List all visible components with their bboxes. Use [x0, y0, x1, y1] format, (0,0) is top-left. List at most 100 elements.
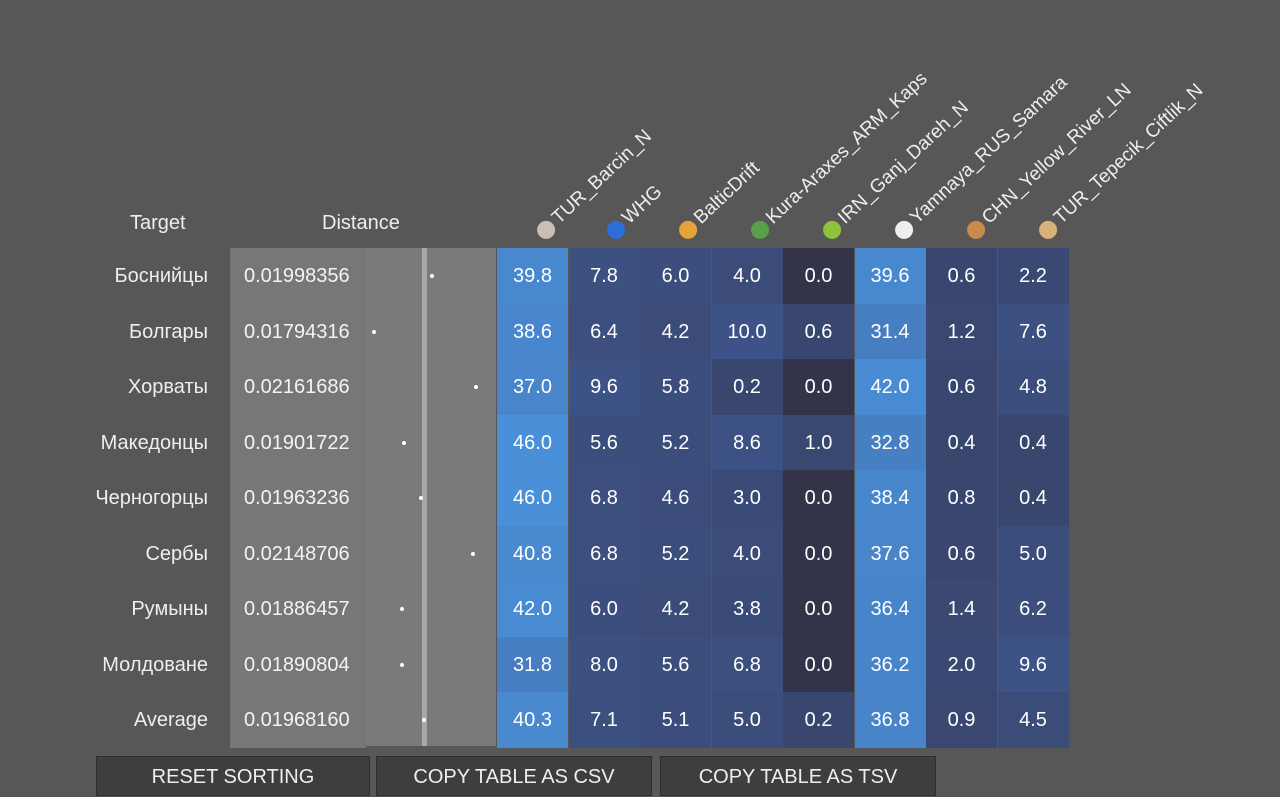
value-cell: 39.8: [497, 248, 568, 304]
distance-cell: 0.01998356: [230, 248, 366, 304]
distance-header[interactable]: Distance: [322, 212, 400, 234]
distance-cell: 0.01963236: [230, 470, 366, 526]
value-cell: 3.0: [711, 470, 783, 526]
value-cell: 5.0: [997, 525, 1069, 582]
value-cell: 9.6: [997, 636, 1069, 693]
column-header-label: BalticDrift: [690, 157, 764, 229]
value-cell: 0.6: [926, 525, 997, 582]
distance-cell: 0.01886457: [230, 581, 366, 637]
value-cell: 4.8: [997, 359, 1069, 415]
value-cell: 0.4: [997, 414, 1069, 471]
value-cell: 1.2: [926, 303, 997, 360]
value-cell: 8.6: [711, 414, 783, 471]
value-cell: 8.0: [568, 636, 640, 693]
value-cell: 0.0: [783, 470, 854, 526]
value-cell: 5.1: [640, 692, 711, 748]
row-label: Македонцы: [100, 431, 208, 454]
copy-tsv-button[interactable]: COPY TABLE AS TSV: [660, 756, 936, 796]
row-label: Боснийцы: [114, 265, 208, 287]
value-cell: 9.6: [568, 359, 640, 415]
value-cell: 0.0: [783, 636, 854, 693]
value-cell: 38.4: [854, 470, 926, 526]
value-cell: 0.8: [926, 470, 997, 526]
value-cell: 0.0: [783, 525, 854, 582]
row-label: Average: [133, 709, 208, 731]
value-cell: 37.0: [497, 359, 568, 415]
value-cell: 5.6: [568, 414, 640, 471]
distance-reference-line: [422, 248, 427, 746]
value-cell: 1.4: [926, 581, 997, 637]
value-cell: 0.9: [926, 692, 997, 748]
column-header-0[interactable]: TUR_Barcin_N: [532, 126, 657, 244]
column-header-1[interactable]: WHG: [602, 181, 667, 244]
copy-csv-button[interactable]: COPY TABLE AS CSV: [376, 756, 652, 796]
distance-dot: [474, 385, 478, 389]
distance-dot: [399, 662, 404, 667]
value-cell: 1.0: [783, 414, 854, 471]
value-cell: 6.2: [997, 581, 1069, 637]
distance-dot: [402, 440, 407, 445]
value-cell: 0.0: [783, 359, 854, 415]
value-cell: 4.5: [997, 692, 1069, 748]
value-cell: 7.1: [568, 692, 640, 748]
target-header[interactable]: Target: [130, 212, 186, 234]
value-cell: 6.8: [568, 470, 640, 526]
value-cell: 31.8: [497, 636, 568, 693]
distance-dot: [421, 718, 426, 722]
value-cell: 36.2: [854, 636, 926, 693]
value-cell: 0.2: [711, 359, 783, 415]
value-cell: 2.2: [997, 248, 1069, 304]
value-cell: 46.0: [497, 470, 568, 526]
value-cell: 2.0: [926, 636, 997, 693]
value-cell: 42.0: [854, 359, 926, 415]
value-cell: 5.0: [711, 692, 783, 748]
value-cell: 38.6: [497, 303, 568, 360]
distance-cell: 0.01901722: [230, 414, 366, 471]
distance-dot: [429, 274, 434, 278]
row-label: Хорваты: [128, 376, 208, 398]
value-cell: 6.8: [711, 636, 783, 693]
value-cell: 4.2: [640, 303, 711, 360]
value-cell: 6.0: [640, 248, 711, 304]
value-cell: 5.2: [640, 414, 711, 471]
value-cell: 7.6: [997, 303, 1069, 360]
distance-cell: 0.01794316: [230, 303, 366, 360]
value-cell: 4.2: [640, 581, 711, 637]
row-label: Болгары: [129, 320, 208, 343]
distance-cell: 0.02161686: [230, 359, 366, 415]
column-header-label: IRN_Ganj_Dareh_N: [834, 97, 973, 229]
distance-dot: [399, 607, 404, 611]
distance-cell: 0.01968160: [230, 692, 366, 748]
distance-dot: [372, 329, 376, 334]
value-cell: 5.8: [640, 359, 711, 415]
value-cell: 39.6: [854, 248, 926, 304]
value-cell: 36.4: [854, 581, 926, 637]
value-cell: 40.3: [497, 692, 568, 748]
value-cell: 0.6: [783, 303, 854, 360]
reset-sorting-button[interactable]: RESET SORTING: [96, 756, 370, 796]
value-cell: 37.6: [854, 525, 926, 582]
value-cell: 10.0: [711, 303, 783, 360]
value-cell: 42.0: [497, 581, 568, 637]
distance-dot: [471, 551, 476, 556]
column-header-label: WHG: [618, 181, 667, 229]
value-cell: 32.8: [854, 414, 926, 471]
distance-cell: 0.02148706: [230, 525, 366, 582]
value-cell: 40.8: [497, 525, 568, 582]
value-cell: 31.4: [854, 303, 926, 360]
row-label: Черногорцы: [95, 487, 208, 509]
value-cell: 5.6: [640, 636, 711, 693]
value-cell: 6.4: [568, 303, 640, 360]
value-cell: 6.0: [568, 581, 640, 637]
value-cell: 46.0: [497, 414, 568, 471]
value-cell: 0.2: [783, 692, 854, 748]
value-cell: 0.6: [926, 248, 997, 304]
value-cell: 0.4: [997, 470, 1069, 526]
value-cell: 0.0: [783, 581, 854, 637]
value-cell: 0.0: [783, 248, 854, 304]
value-cell: 4.0: [711, 248, 783, 304]
value-cell: 3.8: [711, 581, 783, 637]
distance-cell: 0.01890804: [230, 636, 366, 693]
value-cell: 6.8: [568, 525, 640, 582]
distance-dot: [418, 496, 423, 500]
